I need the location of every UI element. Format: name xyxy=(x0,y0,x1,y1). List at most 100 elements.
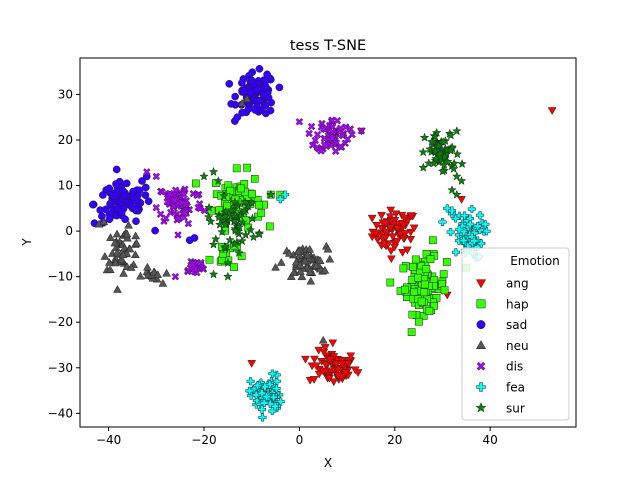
point-sad xyxy=(112,180,120,188)
point-sad xyxy=(112,165,121,174)
point-neu xyxy=(124,220,133,229)
point-sur xyxy=(247,213,258,223)
legend-label: hap xyxy=(506,297,529,311)
point-hap xyxy=(440,286,449,295)
point-neu xyxy=(237,98,247,107)
series-sad xyxy=(88,64,284,245)
point-neu xyxy=(276,258,286,266)
point-sur xyxy=(234,222,245,232)
point-dis xyxy=(188,260,197,269)
y-tick-label: 0 xyxy=(65,224,73,238)
point-sad xyxy=(231,92,239,101)
point-fea xyxy=(252,390,261,399)
point-sur xyxy=(431,153,441,163)
point-fea xyxy=(253,381,262,390)
point-hap xyxy=(266,222,274,231)
point-hap xyxy=(417,297,426,306)
point-dis xyxy=(158,188,166,196)
legend-box xyxy=(461,247,570,421)
point-hap xyxy=(420,288,428,297)
point-sad xyxy=(138,177,146,185)
point-ang xyxy=(337,360,347,369)
point-ang xyxy=(390,243,400,252)
point-neu xyxy=(99,217,109,226)
point-neu xyxy=(110,238,120,247)
point-dis xyxy=(170,208,179,217)
point-neu xyxy=(296,267,305,275)
point-sur xyxy=(211,234,221,244)
point-sur xyxy=(246,197,257,207)
legend-marker-ang xyxy=(475,279,487,289)
point-ang xyxy=(319,348,329,357)
legend-title: Emotion xyxy=(510,254,560,268)
point-sur xyxy=(220,211,230,221)
x-tick-label: 20 xyxy=(387,433,402,447)
point-sur xyxy=(230,216,240,226)
point-sur xyxy=(237,217,248,227)
series-fea xyxy=(245,190,491,422)
point-sad xyxy=(120,191,129,200)
point-neu xyxy=(153,270,163,278)
y-tick-label: 30 xyxy=(58,87,73,101)
point-sur xyxy=(208,239,219,249)
point-ang xyxy=(309,376,319,384)
y-axis-label: Y xyxy=(20,238,34,247)
point-fea xyxy=(473,222,482,231)
point-neu xyxy=(284,248,294,257)
legend-marker-hap xyxy=(476,299,486,309)
point-neu xyxy=(294,247,303,256)
point-fea xyxy=(476,211,485,220)
point-neu xyxy=(117,255,127,264)
point-hap xyxy=(442,258,451,266)
point-neu xyxy=(143,262,152,271)
point-sad xyxy=(105,184,114,193)
point-sur xyxy=(439,151,450,161)
point-sad xyxy=(132,217,140,226)
point-sur xyxy=(425,144,435,154)
point-ang xyxy=(341,369,350,378)
point-sur xyxy=(445,145,456,155)
point-hap xyxy=(414,273,422,282)
point-hap xyxy=(410,288,418,296)
point-sur xyxy=(418,162,429,172)
legend-marker-sur xyxy=(475,402,487,413)
point-dis xyxy=(328,116,336,124)
point-sur xyxy=(418,147,428,157)
point-hap xyxy=(408,310,417,319)
y-tick-label: 10 xyxy=(58,179,73,193)
point-sur xyxy=(234,247,244,258)
point-fea xyxy=(466,220,475,229)
point-hap xyxy=(230,263,238,271)
y-axis: −40 −30 −20 −10 0 10 20 30 xyxy=(48,87,80,420)
point-ang xyxy=(381,219,391,228)
point-sur xyxy=(239,206,249,216)
point-sur xyxy=(448,163,459,173)
x-tick-label: 0 xyxy=(296,433,304,447)
point-dis xyxy=(336,142,345,151)
point-sur xyxy=(265,189,276,199)
points-layer xyxy=(88,64,557,422)
point-ang xyxy=(398,249,407,257)
point-sur xyxy=(225,235,235,245)
point-sur xyxy=(451,171,462,181)
point-sad xyxy=(275,83,284,92)
point-neu xyxy=(122,229,132,238)
point-dis xyxy=(194,203,203,212)
point-ang xyxy=(372,221,382,230)
point-dis xyxy=(311,136,320,145)
point-fea xyxy=(257,405,267,414)
point-neu xyxy=(132,238,141,247)
point-neu xyxy=(158,278,168,287)
point-fea xyxy=(245,386,254,395)
point-dis xyxy=(170,196,179,204)
series-neu xyxy=(94,94,335,344)
point-dis xyxy=(163,197,171,206)
y-tick-label: 20 xyxy=(58,133,73,147)
point-sur xyxy=(452,126,462,136)
point-neu xyxy=(113,284,122,293)
point-ang xyxy=(321,361,331,370)
point-dis xyxy=(171,186,180,194)
point-dis xyxy=(174,231,182,239)
point-ang xyxy=(333,372,343,380)
